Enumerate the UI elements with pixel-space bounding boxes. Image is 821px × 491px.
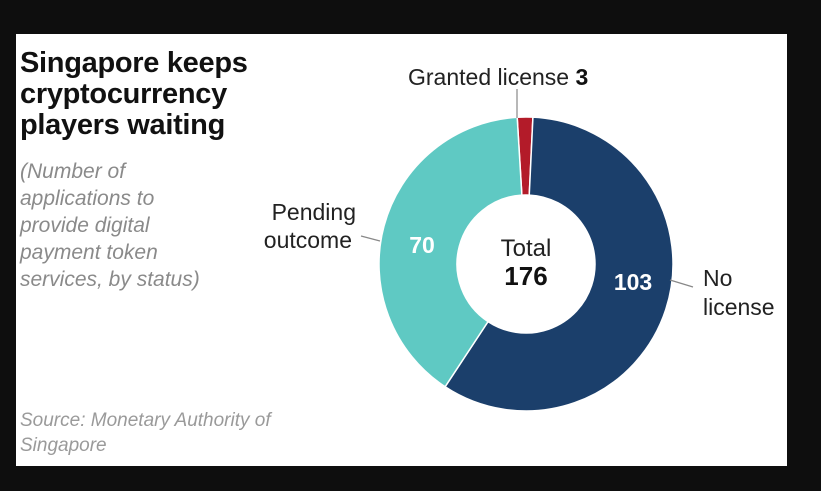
donut-slices	[378, 116, 674, 412]
pending-label-line2: outcome	[264, 227, 352, 253]
slice-no-license	[444, 116, 674, 412]
pending-value-label: 70	[409, 232, 435, 258]
slice-pending-outcome	[378, 116, 523, 388]
donut-chart: Granted license 3 Pending outcome No lic…	[264, 64, 775, 412]
granted-value-label: 3	[575, 64, 588, 90]
pending-label-line1: Pending	[272, 199, 356, 225]
no-license-label-line1: No	[703, 265, 732, 291]
chart-subtitle: (Number of applications to provide digit…	[20, 160, 200, 291]
no-license-label-line2: license	[703, 294, 775, 320]
chart-title: Singapore keeps cryptocurrency players w…	[20, 47, 248, 141]
granted-label: Granted license 3	[408, 64, 588, 90]
no-license-leader-line	[669, 279, 694, 288]
pending-leader-line	[360, 235, 381, 242]
center-total-label: Total	[501, 235, 552, 262]
chart-card: Singapore keeps cryptocurrency players w…	[16, 34, 787, 466]
source-note: Source: Monetary Authority of Singapore	[20, 410, 271, 456]
center-total-value: 176	[504, 261, 547, 291]
no-license-value-label: 103	[614, 269, 652, 295]
